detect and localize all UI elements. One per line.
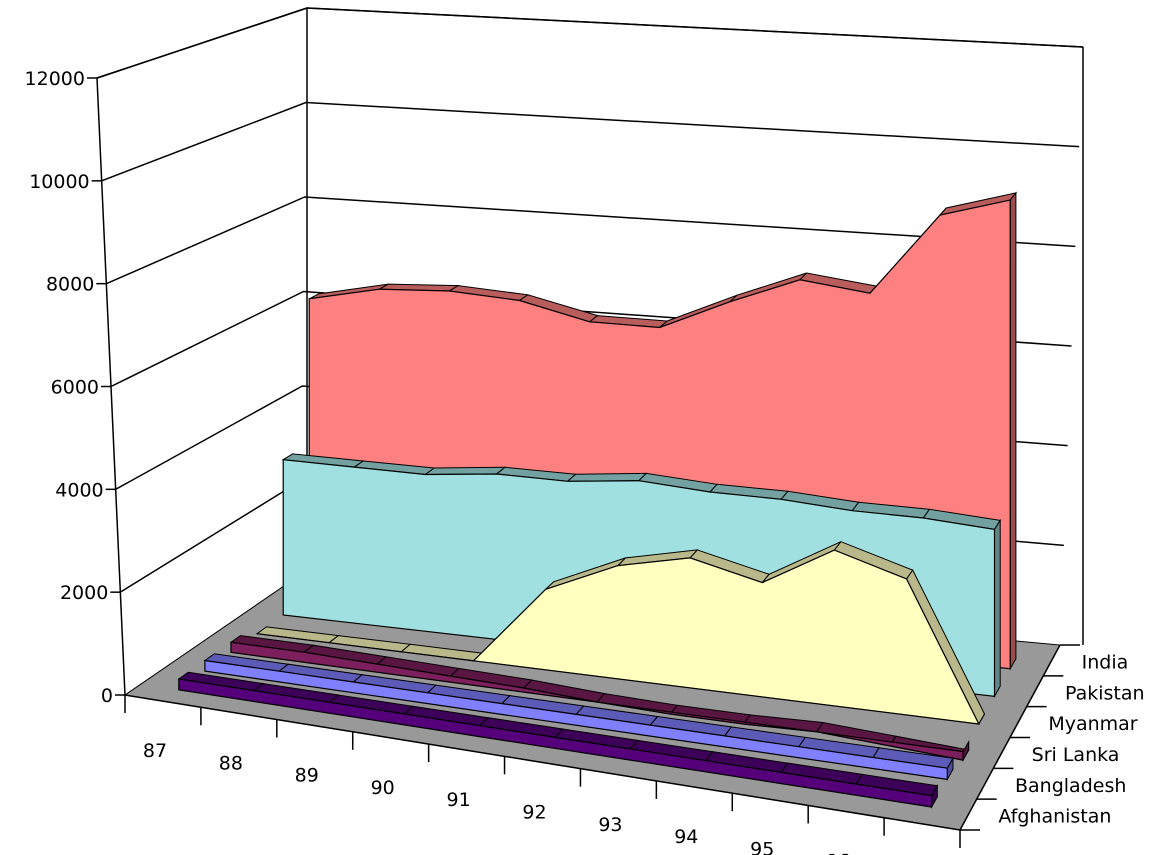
series-top-segment <box>566 472 648 482</box>
series-label: Afghanistan <box>998 806 1111 828</box>
x-axis: 8788899091929394959697 <box>124 694 961 855</box>
series-label: Pakistan <box>1065 682 1145 704</box>
y-tick-label: 8000 <box>46 274 94 296</box>
gridline <box>106 196 1076 285</box>
x-axis-line <box>124 694 961 831</box>
series-layer <box>177 191 1018 809</box>
gridline <box>96 7 1084 79</box>
y-axis: 0 2000 4000 6000 8000 10000 12000 <box>25 68 125 707</box>
series-end-cap <box>994 518 1001 699</box>
x-tick-label: 88 <box>219 752 243 774</box>
y-tick-label: 12000 <box>25 68 85 90</box>
gridline <box>101 101 1080 182</box>
x-tick-label: 93 <box>598 814 622 836</box>
series-label: Myanmar <box>1048 713 1137 735</box>
series-label: Sri Lanka <box>1032 744 1120 766</box>
series-end-cap <box>1009 191 1017 671</box>
x-tick-label: 90 <box>371 777 395 799</box>
x-tick-label: 91 <box>446 789 470 811</box>
y-tick-label: 6000 <box>51 377 99 399</box>
series-front-face <box>178 678 933 808</box>
series-front-face <box>257 549 980 725</box>
depth-axis: Afghanistan Bangladesh Sri Lanka Myanmar Pak… <box>959 644 1145 831</box>
series-bangladesh <box>203 653 954 782</box>
x-tick-label: 94 <box>674 826 698 848</box>
series-afghanistan <box>177 671 939 809</box>
series-front-face <box>204 659 948 781</box>
x-tick-label: 96 <box>826 851 850 855</box>
x-tick-label: 95 <box>750 838 774 855</box>
x-tick-label: 92 <box>522 802 546 824</box>
x-tick-label: 87 <box>143 740 167 762</box>
y-tick-label: 10000 <box>29 171 89 193</box>
y-tick-label: 0 <box>101 685 113 707</box>
series-end-cap <box>978 713 985 725</box>
y-tick-label: 4000 <box>55 479 103 501</box>
series-label: Bangladesh <box>1015 775 1126 797</box>
x-tick-label: 89 <box>295 765 319 787</box>
series-myanmar <box>255 541 986 726</box>
series-label: India <box>1082 651 1129 673</box>
series-sri-lanka <box>229 635 970 763</box>
series-top-segment <box>423 466 507 476</box>
y-tick-label: 2000 <box>60 582 108 604</box>
